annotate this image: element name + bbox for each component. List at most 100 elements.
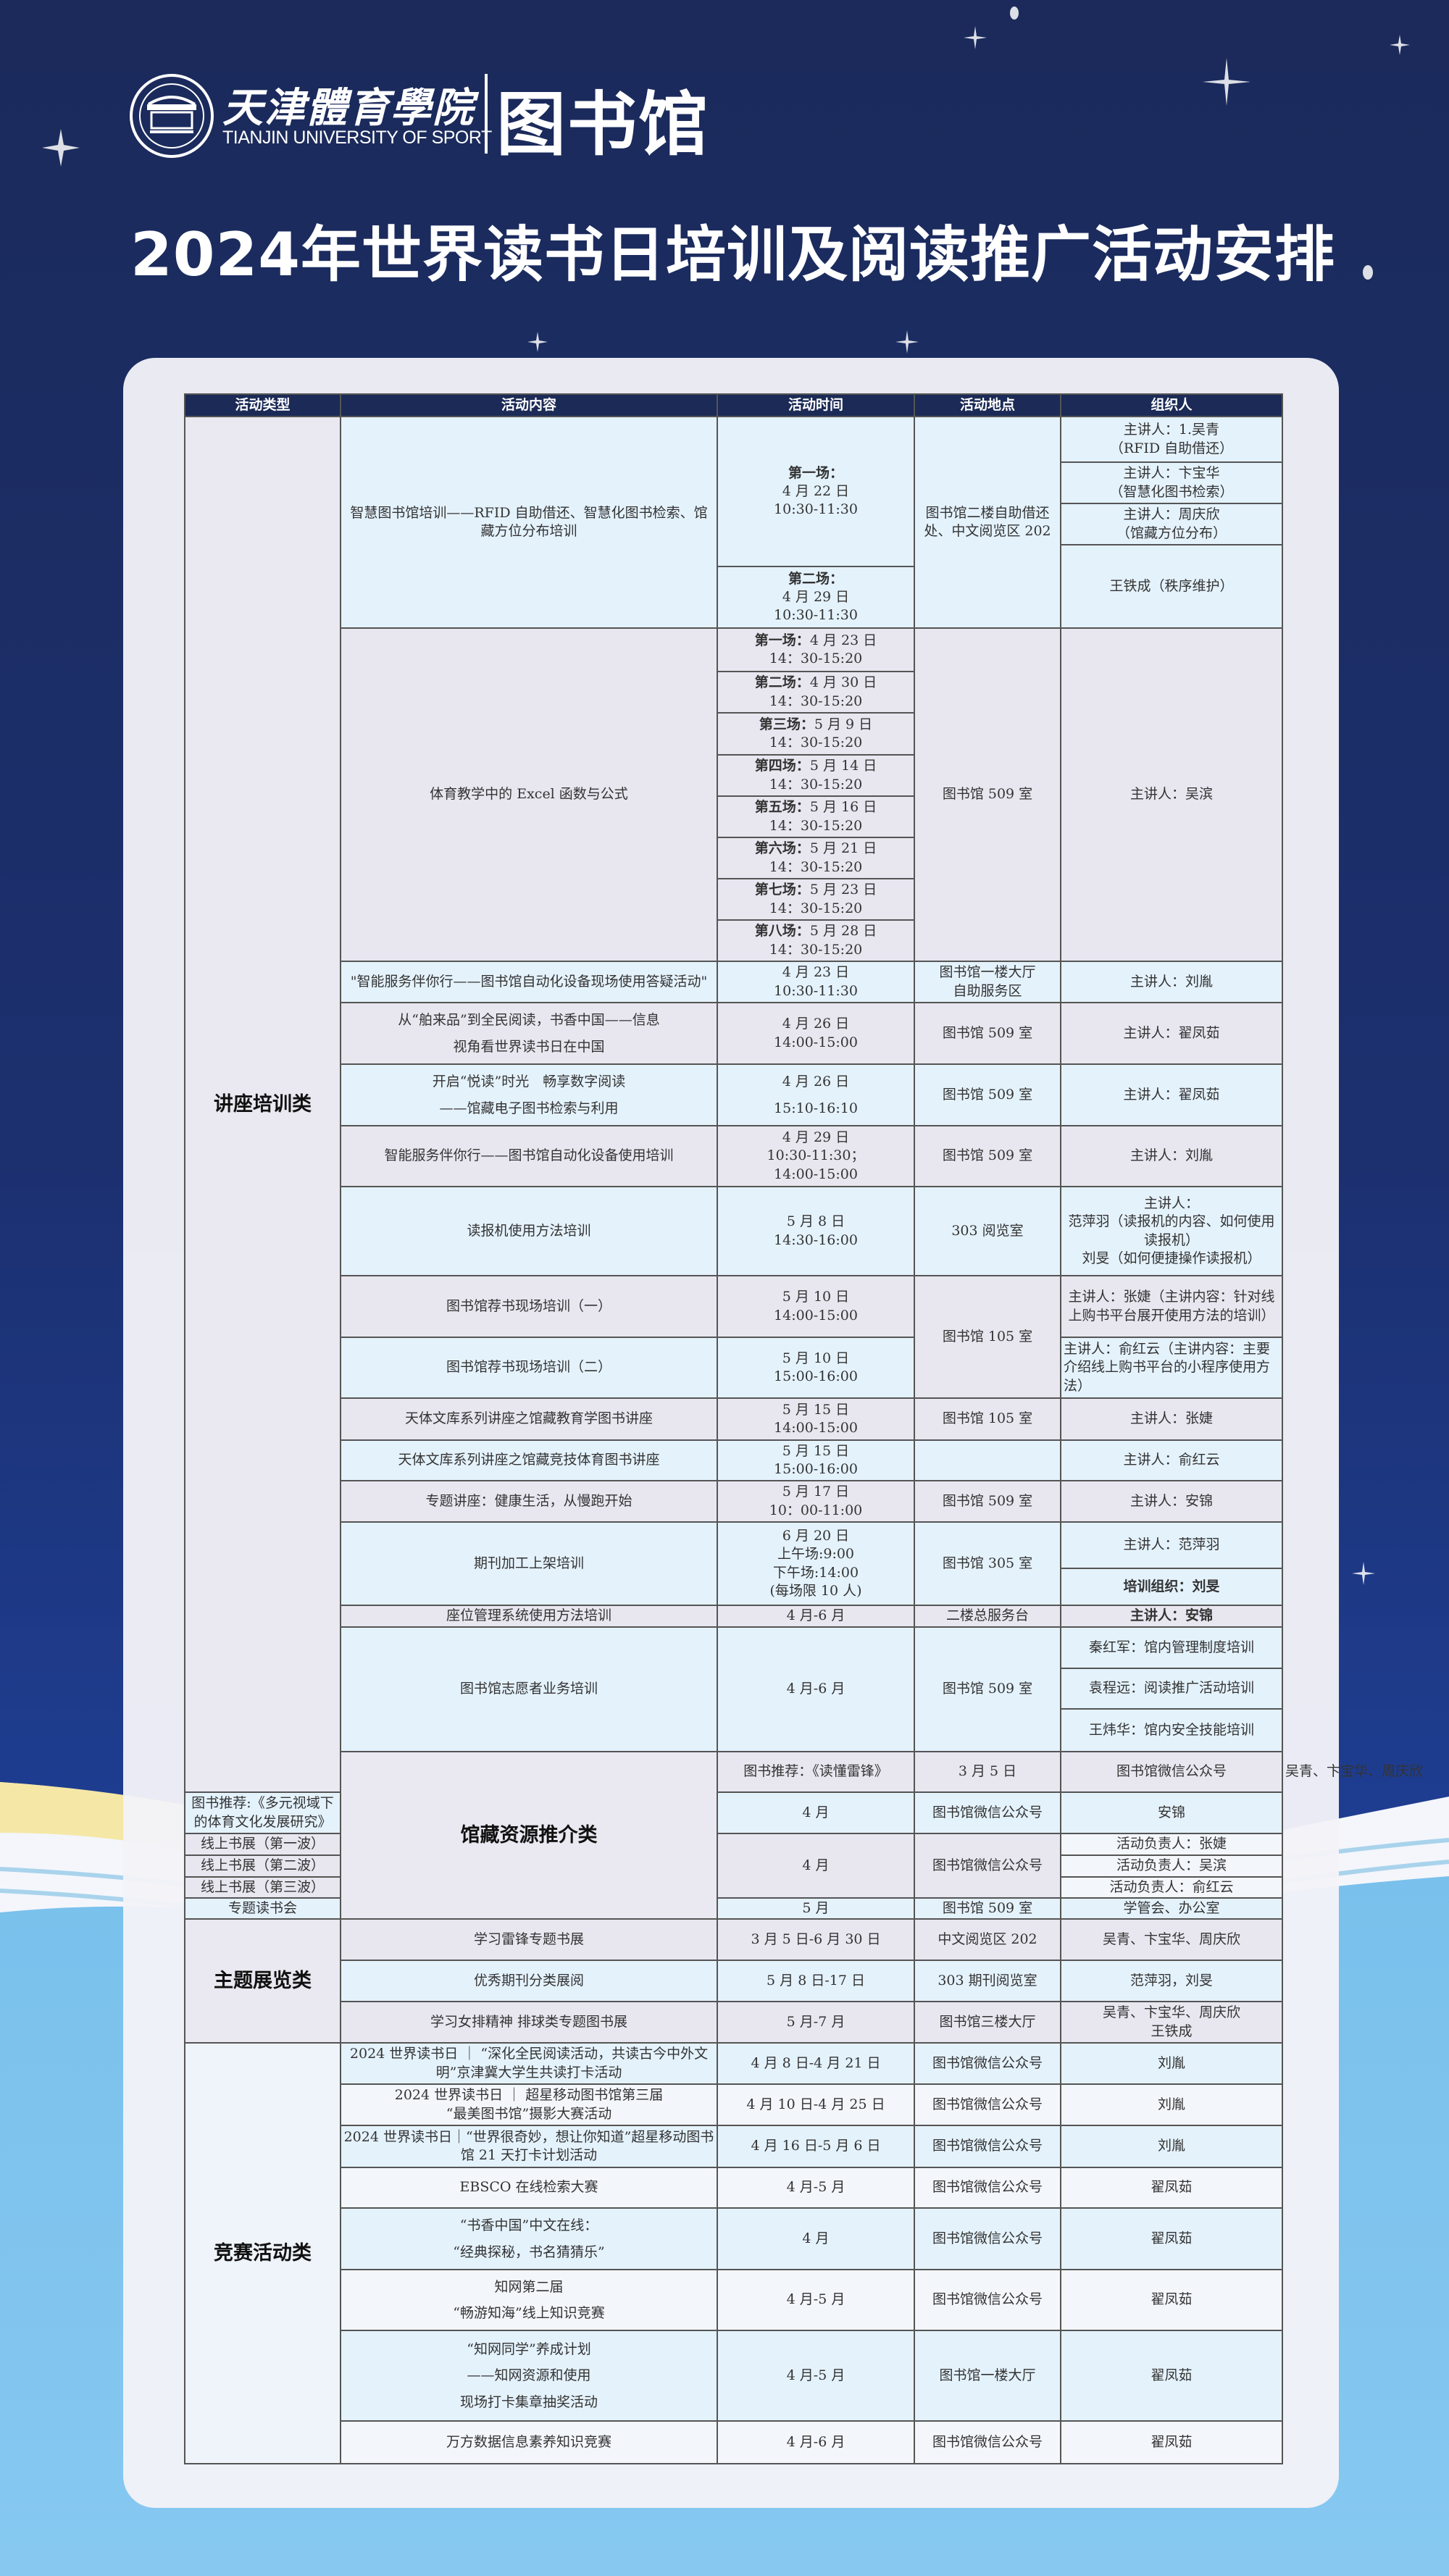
content-cell: 专题读书会 xyxy=(184,1897,341,1920)
organizer-cell: 秦红军：馆内管理制度培训 xyxy=(1060,1626,1283,1669)
organizer-cell: 主讲人：1.吴青 （RFID 自助借还） xyxy=(1060,416,1283,463)
time-cell: 5 月 15 日 14:00-15:00 xyxy=(717,1397,915,1441)
content-cell: 读报机使用方法培训 xyxy=(340,1186,718,1276)
content-cell: 线上书展（第一波） xyxy=(184,1833,341,1856)
organizer-cell: 主讲人：吴滨 xyxy=(1060,627,1283,962)
session-date: 5 月 23 日 xyxy=(809,882,877,898)
organizer-cell: 主讲人：张婕 xyxy=(1060,1397,1283,1441)
location-cell: 图书馆微信公众号 xyxy=(914,2420,1061,2464)
session-time: 14：30-15:20 xyxy=(769,651,863,666)
content-cell: "智能服务伴你行——图书馆自动化设备现场使用答疑活动" xyxy=(340,961,718,1003)
content-cell: 智能服务伴你行——图书馆自动化设备使用培训 xyxy=(340,1125,718,1187)
activity-schedule-table: 活动类型 活动内容 活动时间 活动地点 组织人 讲座培训类 智慧图书馆培训——R… xyxy=(184,393,1423,2464)
content-cell: 图书馆荐书现场培训（一） xyxy=(340,1275,718,1338)
table-row: 座位管理系统使用方法培训 4 月-6 月 二楼总服务台 主讲人：安锦 xyxy=(185,1605,1283,1628)
table-row: 第五场：5 月 16 日 14：30-15:20 xyxy=(185,795,1282,838)
table-row: 竞赛活动类 2024 世界读书日 ｜ “深化全民阅读活动，共读古今中外文明”京津… xyxy=(184,2042,1283,2464)
time-cell: 5 月 xyxy=(717,1897,915,1920)
session-label: 第四场： xyxy=(754,758,810,774)
location-cell: 二楼总服务台 xyxy=(914,1605,1061,1628)
organizer-cell: 主讲人：张婕（主讲内容：针对线上购书平台展开使用方法的培训） xyxy=(1060,1275,1283,1338)
table-row: 主题展览类 学习雷锋专题书展 3 月 5 日-6 月 30 日 中文阅览区 20… xyxy=(184,1918,1283,2044)
table-row: 读报机使用方法培训 5 月 8 日 14:30-16:00 303 阅览室 主讲… xyxy=(185,1186,1283,1276)
session-time: 14：30-15:20 xyxy=(769,941,863,958)
content-cell: 2024 世界读书日 ｜ “深化全民阅读活动，共读古今中外文明”京津冀大学生共读… xyxy=(340,2042,718,2085)
location-cell: 图书馆微信公众号 xyxy=(914,2269,1061,2331)
header-organizer: 组织人 xyxy=(1060,393,1283,417)
session-date: 5 月 21 日 xyxy=(809,840,877,857)
table-row: 优秀期刊分类展阅 5 月 8 日-17 日 303 期刊阅览室 范萍羽，刘旻 xyxy=(185,1960,1283,2002)
time-cell: 4 月-6 月 xyxy=(717,1626,915,1752)
content-cell: 智慧图书馆培训——RFID 自助借还、智慧化图书检索、馆藏方位分布培训 xyxy=(340,416,718,629)
session-label: 第六场： xyxy=(754,840,810,857)
location-cell: 图书馆 509 室 xyxy=(914,1897,1061,1920)
table-row: 第八场：5 月 28 日 14：30-15:20 xyxy=(185,919,1282,962)
table-row: 学习女排精神 排球类专题图书展 5 月-7 月 图书馆三楼大厅 吴青、卞宝华、周… xyxy=(185,2001,1283,2044)
organizer-cell: 主讲人：范萍羽 xyxy=(1060,1521,1283,1569)
table-row: 讲座培训类 智慧图书馆培训——RFID 自助借还、智慧化图书检索、馆藏方位分布培… xyxy=(184,416,1283,1793)
session-time: 14：30-15:20 xyxy=(769,693,863,709)
table-row: 体育教学中的 Excel 函数与公式 第一场：4 月 23 日 14：30-15… xyxy=(185,627,1283,962)
session-date: 4 月 30 日 xyxy=(809,674,877,691)
time-cell: 第五场：5 月 16 日 14：30-15:20 xyxy=(717,795,915,838)
table-row: 天体文库系列讲座之馆藏竞技体育图书讲座 5 月 15 日 15:00-16:00… xyxy=(185,1439,1283,1481)
content-cell: 图书馆荐书现场培训（二） xyxy=(340,1337,718,1399)
organizer-cell: 主讲人：俞红云 xyxy=(1060,1439,1283,1481)
time-cell: 4 月 xyxy=(717,2207,915,2270)
category-cell: 馆藏资源推介类 xyxy=(340,1751,718,1920)
location-cell: 图书馆微信公众号 xyxy=(914,2083,1061,2126)
location-cell: 图书馆二楼自助借还处、中文阅览区 202 xyxy=(914,416,1061,629)
session-time: 10:30-11:30 xyxy=(774,501,858,518)
page-title: 2024年世界读书日培训及阅读推广活动安排 xyxy=(130,219,1336,290)
table-row: 图书馆志愿者业务培训 4 月-6 月 图书馆 509 室 秦红军：馆内管理制度培… xyxy=(185,1626,1283,1752)
location-cell: 303 阅览室 xyxy=(914,1186,1061,1276)
content-cell: “知网同学”养成计划 ——知网资源和使用 现场打卡集章抽奖活动 xyxy=(340,2330,718,2422)
content-cell: 期刊加工上架培训 xyxy=(340,1521,718,1606)
time-cell: 5 月 10 日 15:00-16:00 xyxy=(717,1337,915,1399)
table-row: 智能服务伴你行——图书馆自动化设备使用培训 4 月 29 日 10:30-11:… xyxy=(185,1125,1283,1187)
content-cell: 图书推荐：《读懂雷锋》 xyxy=(717,1751,915,1793)
session-label: 第五场： xyxy=(754,799,810,816)
table-row: 2024 世界读书日｜“世界很奇妙，想让你知道”超星移动图书馆 21 天打卡计划… xyxy=(185,2125,1283,2168)
location-cell: 图书馆一楼大厅 自助服务区 xyxy=(914,961,1061,1003)
organizer-cell: 主讲人：翟凤茹 xyxy=(1060,1063,1283,1126)
session-date: 4 月 23 日 xyxy=(809,632,877,648)
table-row: 知网第二届 “畅游知海”线上知识竞赛 4 月-5 月 图书馆微信公众号 翟凤茹 xyxy=(185,2269,1283,2331)
category-cell: 讲座培训类 xyxy=(184,416,341,1793)
location-cell: 图书馆 509 室 xyxy=(914,1125,1061,1187)
time-cell: 4 月 23 日 10:30-11:30 xyxy=(717,961,915,1003)
table-row: 第二场： 4 月 29 日 10:30-11:30 xyxy=(185,566,1282,629)
organizer-cell: 翟凤茹 xyxy=(1060,2207,1283,2270)
time-cell: 4 月-5 月 xyxy=(717,2269,915,2331)
session-time: 14：30-15:20 xyxy=(769,776,863,793)
organizer-cell: 吴青、卞宝华、周庆欣 xyxy=(1060,1918,1283,1961)
time-cell: 第六场：5 月 21 日 14：30-15:20 xyxy=(717,837,915,879)
content-cell: 学习雷锋专题书展 xyxy=(340,1918,718,1961)
time-cell: 5 月 8 日 14:30-16:00 xyxy=(717,1186,915,1276)
location-cell: 图书馆 509 室 xyxy=(914,1063,1061,1126)
session-date: 4 月 29 日 xyxy=(782,588,850,605)
table-row: 开启“悦读”时光 畅享数字阅读 ——馆藏电子图书检索与利用 4 月 26 日 1… xyxy=(185,1063,1283,1126)
table-row: 第四场：5 月 14 日 14：30-15:20 xyxy=(185,754,1282,797)
session-time: 14：30-15:20 xyxy=(769,900,863,916)
content-cell: 知网第二届 “畅游知海”线上知识竞赛 xyxy=(340,2269,718,2331)
organizer-cell: 主讲人：安锦 xyxy=(1060,1605,1283,1628)
time-cell: 4 月 xyxy=(717,1833,915,1899)
organizer-cell: 主讲人：卞宝华 （智慧化图书检索） xyxy=(1060,461,1283,504)
time-cell: 4 月 26 日 14:00-15:00 xyxy=(717,1002,915,1065)
time-cell: 4 月-5 月 xyxy=(717,2330,915,2422)
content-cell: 天体文库系列讲座之馆藏竞技体育图书讲座 xyxy=(340,1439,718,1481)
organizer-cell: 主讲人：翟凤茹 xyxy=(1060,1002,1283,1065)
table-row: 主讲人：卞宝华 （智慧化图书检索） xyxy=(185,461,1283,504)
session-time: 14：30-15:20 xyxy=(769,817,863,834)
table-row: 第七场：5 月 23 日 14：30-15:20 xyxy=(185,878,1282,921)
location-cell: 图书馆微信公众号 xyxy=(914,2207,1061,2270)
location-cell: 图书馆一楼大厅 xyxy=(914,2330,1061,2422)
time-cell: 4 月-5 月 xyxy=(717,2167,915,2209)
time-cell: 3 月 5 日-6 月 30 日 xyxy=(717,1918,915,1961)
category-cell: 主题展览类 xyxy=(184,1918,341,2044)
organizer-cell: 主讲人： 范萍羽（读报机的内容、如何使用读报机） 刘旻（如何便捷操作读报机） xyxy=(1060,1186,1283,1276)
organizer-cell: 袁程远：阅读推广活动培训 xyxy=(1060,1668,1283,1710)
location-cell: 图书馆微信公众号 xyxy=(914,1833,1061,1899)
time-cell: 6 月 20 日 上午场:9:00 下午场:14:00 (每场限 10 人) xyxy=(717,1521,915,1606)
